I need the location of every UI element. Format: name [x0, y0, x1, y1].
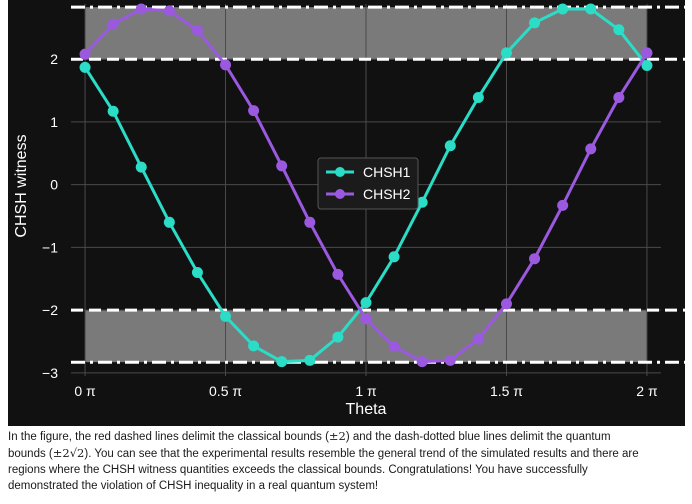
x-tick-label-2: 1 π — [355, 383, 377, 399]
data-point-chsh1-4 — [191, 266, 203, 278]
data-point-chsh2-10 — [360, 313, 372, 325]
data-point-chsh2-3 — [163, 5, 175, 17]
data-point-chsh2-20 — [641, 47, 653, 59]
x-tick-label-1: 0.5 π — [209, 383, 242, 399]
data-point-chsh2-1 — [107, 18, 119, 30]
data-point-chsh1-16 — [529, 17, 541, 29]
data-point-chsh1-2 — [135, 161, 147, 173]
chsh-chart: 0 π 0.5 π 1 π 1.5 π 2 π −3 −2 −1 0 1 2 Theta CHSH … — [8, 0, 685, 426]
data-point-chsh1-8 — [304, 354, 316, 366]
data-point-chsh1-9 — [332, 331, 344, 343]
data-point-chsh2-18 — [585, 143, 597, 155]
data-point-chsh2-0 — [79, 48, 91, 60]
data-point-chsh1-15 — [500, 47, 512, 59]
data-point-chsh1-6 — [248, 340, 260, 352]
y-tick-label-0: −3 — [42, 365, 58, 381]
legend-label-chsh2: CHSH2 — [363, 186, 411, 202]
data-point-chsh2-12 — [416, 356, 428, 368]
data-point-chsh1-14 — [472, 91, 484, 103]
data-point-chsh1-18 — [585, 3, 597, 15]
quantum-bound-math: ±2√2 — [52, 446, 85, 460]
y-tick-label-3: 0 — [50, 177, 58, 193]
data-point-chsh1-5 — [220, 310, 232, 322]
data-point-chsh1-13 — [444, 140, 456, 152]
data-point-chsh2-17 — [557, 199, 569, 211]
data-point-chsh2-4 — [191, 24, 203, 36]
y-tick-label-4: 1 — [50, 114, 58, 130]
x-tick-label-0: 0 π — [74, 383, 96, 399]
data-point-chsh1-7 — [276, 356, 288, 368]
x-tick-label-3: 1.5 π — [490, 383, 523, 399]
data-point-chsh2-16 — [529, 253, 541, 265]
data-point-chsh1-0 — [79, 61, 91, 73]
y-axis-title: CHSH witness — [13, 134, 30, 237]
data-point-chsh1-11 — [388, 251, 400, 263]
data-point-chsh2-11 — [388, 341, 400, 353]
y-tick-label-5: 2 — [50, 51, 58, 67]
caption-line-2: bounds (±2√2). You can see that the expe… — [8, 446, 639, 460]
data-point-chsh1-12 — [416, 196, 428, 208]
legend-marker-chsh2 — [335, 189, 345, 199]
y-tick-label-1: −2 — [42, 302, 58, 318]
data-point-chsh1-10 — [360, 297, 372, 309]
data-point-chsh2-19 — [613, 91, 625, 103]
figure-caption: In the figure, the red dashed lines deli… — [8, 428, 688, 494]
data-point-chsh2-6 — [248, 105, 260, 117]
caption-line-1: In the figure, the red dashed lines deli… — [8, 429, 611, 443]
data-point-chsh2-2 — [135, 3, 147, 15]
x-axis-title: Theta — [346, 401, 387, 418]
data-point-chsh2-9 — [332, 268, 344, 280]
caption-line-4: demonstrated the violation of CHSH inequ… — [8, 480, 379, 492]
legend-marker-chsh1 — [335, 167, 345, 177]
data-point-chsh2-7 — [276, 160, 288, 172]
caption-line-3: regions where the CHSH witness quantitie… — [8, 464, 588, 476]
data-point-chsh1-19 — [613, 24, 625, 36]
data-point-chsh1-1 — [107, 105, 119, 117]
y-tick-label-2: −1 — [42, 239, 58, 255]
data-point-chsh2-5 — [220, 59, 232, 71]
data-point-chsh2-13 — [444, 354, 456, 366]
legend: CHSH1 CHSH2 — [317, 157, 419, 210]
data-point-chsh2-15 — [500, 298, 512, 310]
legend-label-chsh1: CHSH1 — [363, 164, 411, 180]
data-point-chsh1-20 — [641, 59, 653, 71]
data-point-chsh1-3 — [163, 216, 175, 228]
classical-bound-math: ±2 — [328, 429, 346, 443]
data-point-chsh2-8 — [304, 216, 316, 228]
x-tick-label-4: 2 π — [636, 383, 658, 399]
data-point-chsh2-14 — [472, 333, 484, 345]
data-point-chsh1-17 — [557, 3, 569, 15]
